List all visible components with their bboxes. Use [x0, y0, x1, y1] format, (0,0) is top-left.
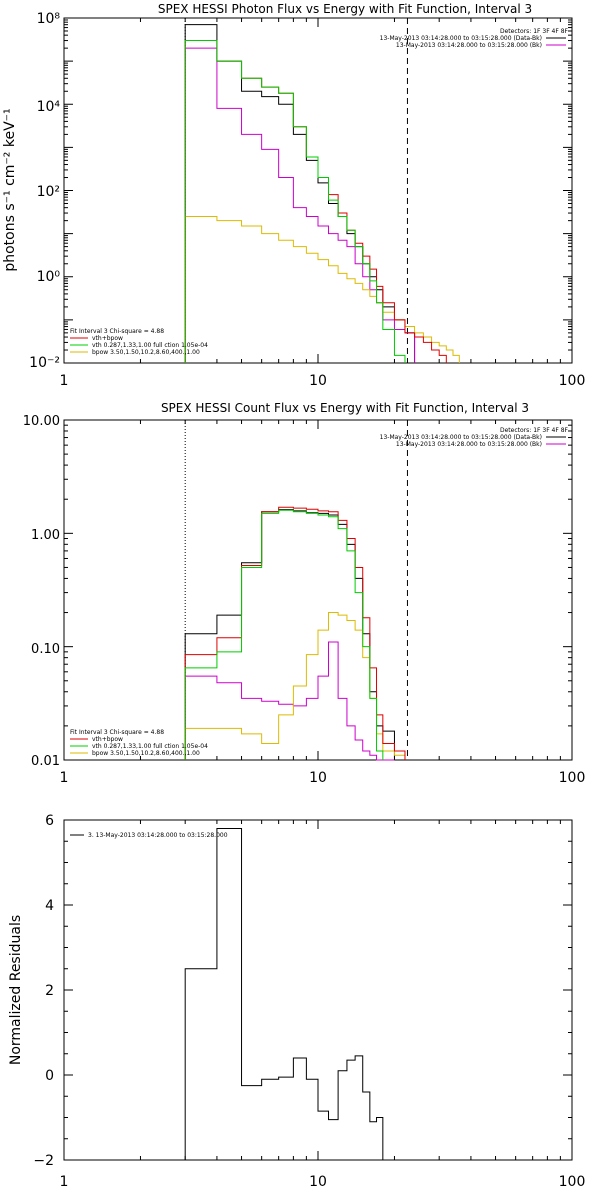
- photon-detectors-text: Detectors: 1F 3F 4F 8F: [500, 28, 569, 35]
- photon-x-tick-labels: 1 10 100: [60, 373, 586, 389]
- photon-plot-frame: [63, 17, 573, 364]
- count-ytick-label: 0.01: [31, 754, 60, 769]
- residuals-ytick-label: −2: [33, 1153, 54, 1169]
- count-series-total: [184, 506, 406, 760]
- residuals-legend: 3. 13-May-2013 03:14:28.000 to 03:15:28.…: [70, 832, 228, 839]
- count-fit-entry: vth+bpow: [92, 736, 123, 743]
- photon-series-bpow: [184, 215, 460, 363]
- residuals-legend-entry: 3. 13-May-2013 03:14:28.000 to 03:15:28.…: [88, 832, 228, 839]
- photon-xtick-label: 1: [60, 373, 69, 389]
- photon-flux-panel: SPEX HESSI Photon Flux vs Energy with Fi…: [2, 2, 585, 389]
- count-title: SPEX HESSI Count Flux vs Energy with Fit…: [161, 401, 529, 415]
- photon-y-tick-labels: 10⁸ 10⁴ 10² 10⁰ 10⁻²: [29, 11, 60, 371]
- photon-title: SPEX HESSI Photon Flux vs Energy with Fi…: [158, 2, 532, 16]
- count-x-tick-labels: 1 10 100: [60, 770, 586, 786]
- count-series-data: [184, 509, 395, 760]
- count-bk-interval-text: 13-May-2013 03:14:28.000 to 03:15:28.000…: [396, 441, 542, 448]
- photon-ytick-label: 10⁴: [37, 99, 61, 115]
- photon-fit-header: Fit Interval 3 Chi-square = 4.88: [70, 328, 164, 335]
- count-data-interval-text: 13-May-2013 03:14:28.000 to 03:15:28.000…: [380, 434, 542, 441]
- residuals-ytick-label: 2: [45, 983, 54, 999]
- photon-ytick-label: 10⁻²: [29, 355, 60, 371]
- residuals-panel: 6 4 2 0 −2 1 10 100 Normalized Residuals…: [8, 813, 585, 1190]
- count-series-vth: [184, 509, 384, 760]
- count-detectors-text: Detectors: 1F 3F 4F 8F: [500, 427, 569, 434]
- residuals-xtick-label: 1: [60, 1174, 69, 1190]
- count-ytick-label: 10.00: [23, 414, 60, 429]
- residuals-xtick-label: 10: [309, 1174, 327, 1190]
- count-flux-panel: SPEX HESSI Count Flux vs Energy with Fit…: [23, 401, 586, 786]
- photon-series-vth: [184, 40, 406, 363]
- photon-fit-entry: vth+bpow: [92, 335, 123, 342]
- count-xtick-label: 100: [559, 770, 586, 786]
- count-series-bkg: [184, 641, 395, 761]
- photon-xtick-label: 100: [559, 373, 586, 389]
- residuals-y-axis-label: Normalized Residuals: [8, 915, 24, 1065]
- photon-ytick-label: 10²: [37, 184, 60, 200]
- count-ytick-label: 1.00: [31, 528, 60, 543]
- photon-fit-legend: Fit Interval 3 Chi-square = 4.88 vth+bpo…: [70, 328, 208, 356]
- residuals-ytick-label: 6: [45, 813, 54, 829]
- count-plot-frame: [63, 419, 573, 761]
- photon-series-data: [184, 24, 416, 363]
- residuals-ytick-label: 0: [45, 1068, 54, 1084]
- residuals-y-tick-labels: 6 4 2 0 −2: [33, 813, 54, 1169]
- residuals-xtick-label: 100: [559, 1174, 586, 1190]
- photon-ytick-label: 10⁰: [37, 269, 61, 285]
- photon-info-box: Detectors: 1F 3F 4F 8F 13-May-2013 03:14…: [380, 28, 569, 49]
- count-fit-entry: bpow 3.50,1.50,10.2,8.60,400.,1.00: [92, 750, 200, 757]
- count-ytick-label: 0.10: [31, 642, 60, 657]
- count-fit-header: Fit Interval 3 Chi-square = 4.88: [70, 729, 164, 736]
- photon-series-bkg: [184, 47, 416, 363]
- count-fit-legend: Fit Interval 3 Chi-square = 4.88 vth+bpo…: [70, 729, 208, 757]
- count-xtick-label: 10: [309, 770, 327, 786]
- photon-data-interval-text: 13-May-2013 03:14:28.000 to 03:15:28.000…: [380, 35, 542, 42]
- residuals-series-data: [184, 828, 384, 1160]
- photon-y-axis-label: photons s⁻¹ cm⁻² keV⁻¹: [2, 108, 18, 271]
- count-series-bpow: [184, 612, 406, 760]
- count-y-tick-labels: 10.00 1.00 0.10 0.01: [23, 414, 60, 769]
- residuals-x-tick-labels: 1 10 100: [60, 1174, 586, 1190]
- residuals-ytick-label: 4: [45, 898, 54, 914]
- count-info-box: Detectors: 1F 3F 4F 8F 13-May-2013 03:14…: [380, 427, 569, 448]
- count-fit-entry: vth 0.287,1.33,1.00 full ction 1.05e-04: [92, 743, 208, 750]
- photon-fit-entry: vth 0.287,1.33,1.00 full ction 1.05e-04: [92, 342, 208, 349]
- photon-ytick-label: 10⁸: [37, 11, 61, 27]
- photon-bk-interval-text: 13-May-2013 03:14:28.000 to 03:15:28.000…: [396, 42, 542, 49]
- count-xtick-label: 1: [60, 770, 69, 786]
- photon-fit-entry: bpow 3.50,1.50,10.2,8.60,400.,1.00: [92, 349, 200, 356]
- photon-xtick-label: 10: [309, 373, 327, 389]
